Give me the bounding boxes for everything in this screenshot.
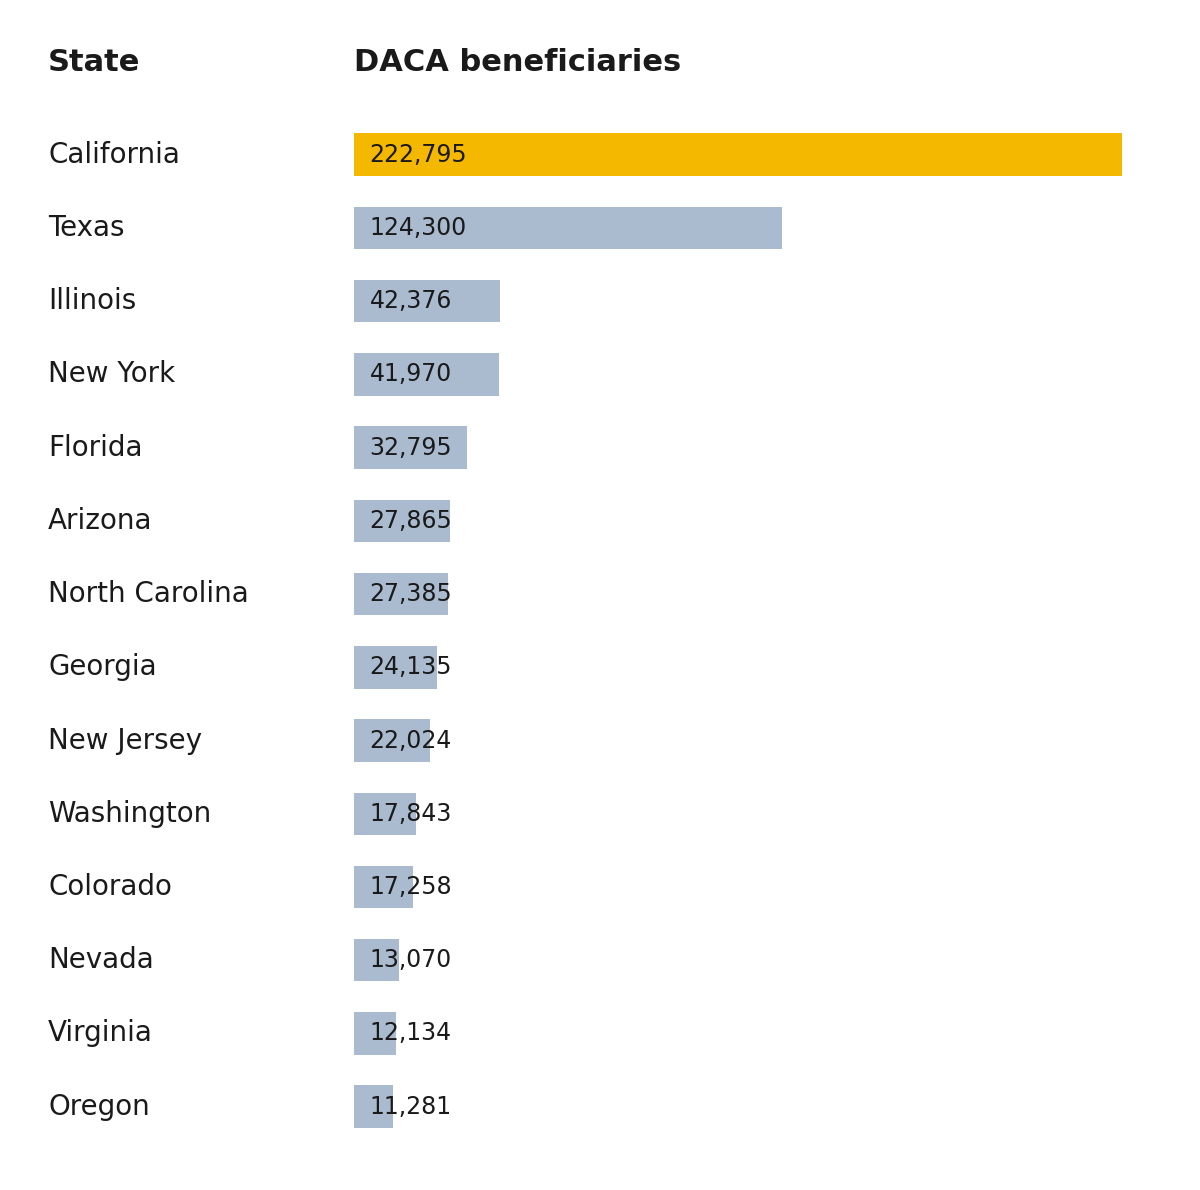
Text: 17,258: 17,258 [370, 875, 452, 898]
Text: Washington: Washington [48, 800, 211, 828]
Text: 32,795: 32,795 [370, 436, 452, 459]
Text: DACA beneficiaries: DACA beneficiaries [354, 49, 682, 77]
Text: 11,281: 11,281 [370, 1095, 451, 1119]
Bar [354, 500, 450, 543]
Bar [354, 646, 437, 689]
Bar [354, 793, 415, 835]
Bar [354, 353, 499, 395]
Text: Florida: Florida [48, 433, 143, 462]
Text: Arizona: Arizona [48, 507, 152, 534]
Text: Illinois: Illinois [48, 287, 137, 315]
Bar [354, 572, 449, 615]
Text: 27,385: 27,385 [370, 582, 452, 606]
Text: New York: New York [48, 361, 175, 388]
Text: 124,300: 124,300 [370, 215, 467, 240]
Text: 27,865: 27,865 [370, 509, 452, 533]
Text: 24,135: 24,135 [370, 656, 452, 679]
Text: California: California [48, 140, 180, 169]
Bar [354, 866, 414, 908]
Bar [354, 939, 400, 982]
Text: State: State [48, 49, 140, 77]
Text: Virginia: Virginia [48, 1020, 152, 1047]
Bar [354, 719, 430, 762]
Text: North Carolina: North Carolina [48, 580, 248, 608]
Text: Georgia: Georgia [48, 653, 157, 682]
Bar [354, 207, 782, 249]
Text: Nevada: Nevada [48, 946, 154, 975]
Text: 17,843: 17,843 [370, 802, 452, 826]
Text: 222,795: 222,795 [370, 143, 467, 167]
Text: 22,024: 22,024 [370, 728, 452, 752]
Bar [354, 426, 467, 469]
Text: 12,134: 12,134 [370, 1021, 451, 1046]
Bar [354, 1085, 392, 1128]
Text: 13,070: 13,070 [370, 948, 451, 972]
Text: New Jersey: New Jersey [48, 727, 202, 754]
Text: 41,970: 41,970 [370, 363, 451, 387]
Bar [354, 1013, 396, 1054]
Bar [354, 280, 500, 322]
Text: Texas: Texas [48, 214, 125, 242]
Text: Oregon: Oregon [48, 1092, 150, 1121]
Text: 42,376: 42,376 [370, 289, 452, 313]
Text: Colorado: Colorado [48, 873, 172, 901]
Bar [354, 133, 1122, 176]
